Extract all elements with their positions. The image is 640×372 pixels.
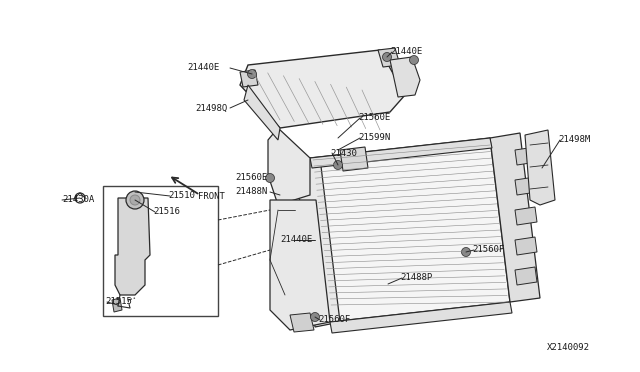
- Text: 21599N: 21599N: [358, 134, 390, 142]
- Circle shape: [410, 55, 419, 64]
- Text: 21440E: 21440E: [188, 64, 220, 73]
- Polygon shape: [310, 138, 510, 322]
- Polygon shape: [525, 130, 555, 205]
- Circle shape: [383, 52, 392, 61]
- Polygon shape: [270, 200, 330, 330]
- Polygon shape: [310, 138, 492, 168]
- Circle shape: [310, 312, 319, 321]
- Polygon shape: [290, 313, 314, 332]
- Polygon shape: [490, 133, 540, 302]
- Polygon shape: [515, 237, 537, 255]
- Circle shape: [333, 160, 342, 170]
- Text: 21516: 21516: [153, 208, 180, 217]
- Text: FRONT: FRONT: [198, 192, 225, 201]
- Text: 21488P: 21488P: [400, 273, 432, 282]
- Polygon shape: [515, 267, 537, 285]
- Text: 21430: 21430: [330, 148, 357, 157]
- Polygon shape: [268, 128, 310, 205]
- Circle shape: [126, 191, 144, 209]
- Polygon shape: [330, 302, 512, 333]
- Polygon shape: [244, 85, 280, 140]
- Text: 21430A: 21430A: [62, 196, 94, 205]
- Polygon shape: [112, 298, 122, 312]
- Text: 21488N: 21488N: [236, 187, 268, 196]
- Circle shape: [248, 70, 257, 78]
- Text: 21560F: 21560F: [318, 315, 350, 324]
- Text: 21498Q: 21498Q: [196, 103, 228, 112]
- Polygon shape: [515, 207, 537, 225]
- Text: 21560E: 21560E: [358, 113, 390, 122]
- Text: 21498M: 21498M: [558, 135, 590, 144]
- Polygon shape: [340, 147, 368, 171]
- Circle shape: [266, 173, 275, 183]
- Text: 21560E: 21560E: [236, 173, 268, 183]
- Bar: [103, 186, 218, 316]
- Polygon shape: [295, 158, 340, 327]
- Polygon shape: [115, 198, 150, 295]
- Polygon shape: [240, 70, 258, 87]
- Circle shape: [461, 247, 470, 257]
- Text: 21560F: 21560F: [472, 246, 504, 254]
- Polygon shape: [240, 50, 405, 128]
- Text: 21440E: 21440E: [390, 48, 422, 57]
- Text: X2140092: X2140092: [547, 343, 590, 353]
- Text: 21440E: 21440E: [281, 235, 313, 244]
- Text: 21515: 21515: [105, 298, 132, 307]
- Polygon shape: [378, 48, 400, 67]
- Polygon shape: [515, 177, 537, 195]
- Circle shape: [130, 195, 140, 205]
- Text: 21510: 21510: [168, 192, 195, 201]
- Polygon shape: [390, 57, 420, 97]
- Polygon shape: [515, 147, 537, 165]
